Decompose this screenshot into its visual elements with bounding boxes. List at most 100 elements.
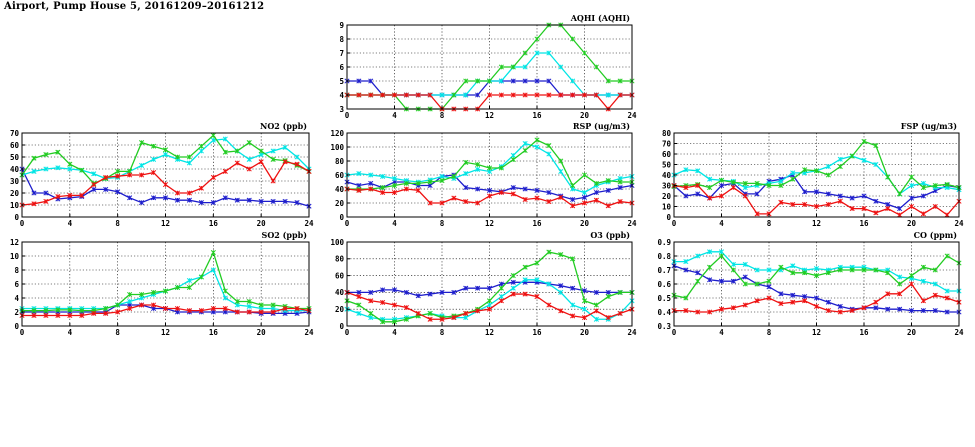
co-x-tick-label: 8 (767, 328, 772, 337)
fsp-series-1-point (825, 164, 831, 170)
fsp-y-tick-label: 30 (662, 181, 672, 190)
fsp-series-1-point (837, 156, 843, 162)
o3-series-1-point (534, 277, 540, 283)
co-series-1-point (718, 249, 725, 255)
so2-series-3-point (91, 310, 97, 316)
aqhi-series-3-point (391, 92, 398, 98)
no2-x-tick-label: 8 (115, 219, 120, 228)
rsp-series-2-point (403, 180, 409, 186)
o3-series-3-point (570, 313, 576, 319)
rsp-series-3-point (581, 200, 588, 206)
no2-series-0-point (43, 190, 49, 196)
o3-y-tick-label: 80 (335, 255, 345, 264)
o3-series-0-point (415, 293, 421, 299)
aqhi-series-1-point (605, 92, 611, 98)
aqhi-series-2-point (617, 78, 623, 84)
aqhi-x-tick-label: 4 (392, 111, 397, 120)
co-series-0-point (695, 270, 701, 276)
co-series-1-point (742, 261, 748, 267)
so2-series-3-point (258, 309, 264, 315)
rsp-y-tick-label: 100 (330, 143, 344, 152)
no2-series-0-point (91, 186, 97, 192)
so2-series-2-point (139, 291, 145, 298)
fsp-series-3-point (873, 210, 879, 216)
co-y-tick-label: 0.6 (657, 280, 671, 289)
aqhi-series-1-point (498, 78, 504, 84)
rsp-series-2-point (510, 157, 516, 163)
co-series-3-point (813, 303, 820, 309)
so2-x-tick-label: 24 (304, 328, 314, 337)
co-y-tick-label: 0.7 (657, 266, 671, 275)
so2-series-2-point (222, 288, 228, 294)
o3-series-2-point (593, 302, 599, 308)
fsp-series-1-point (790, 170, 796, 176)
so2-x-tick-label: 8 (115, 328, 120, 337)
fsp-series-1-point (861, 157, 867, 163)
so2-y-tick-label: 4 (14, 294, 19, 303)
aqhi-series-3-point (415, 92, 421, 98)
no2-series-1-point (150, 156, 157, 162)
no2-x-tick-label: 12 (161, 219, 170, 228)
no2-series-3-point (91, 182, 97, 188)
no2-series-0-point (162, 195, 169, 201)
so2-series-2-point (31, 308, 37, 314)
o3-series-1-point (522, 277, 528, 283)
rsp-series-2-point (475, 161, 481, 168)
no2-series-0-point (246, 197, 252, 203)
rsp-series-3-point (368, 186, 374, 192)
rsp-series-1-point (463, 171, 469, 177)
co-series-0-point (707, 277, 713, 283)
o3-y-tick-label: 40 (335, 288, 345, 297)
fsp-series-0-point (861, 193, 867, 199)
o3-series-0-point (581, 288, 588, 294)
o3-x-tick-label: 4 (392, 328, 397, 337)
rsp-series-0-point (486, 187, 493, 193)
o3-series-2-point (403, 316, 409, 322)
o3-series-2-point (510, 273, 516, 279)
aqhi-series-0-point (534, 78, 540, 84)
o3-series-0-point (593, 289, 599, 295)
rsp-y-tick-label: 0 (339, 213, 344, 222)
aqhi-series-2-point (534, 36, 540, 42)
rsp-series-1-point (368, 172, 374, 178)
fsp-series-3-point (778, 199, 784, 205)
fsp-y-tick-label: 50 (662, 160, 672, 169)
so2-series-2-point (79, 308, 85, 314)
no2-series-2-point (115, 168, 121, 174)
aqhi-x-tick-label: 0 (345, 111, 350, 120)
so2-series-3-point (55, 312, 61, 319)
fsp-series-0-point (718, 182, 725, 189)
co-x-tick-label: 20 (907, 328, 917, 337)
aqhi-series-0-point (510, 78, 516, 84)
o3-series-1-point (510, 285, 516, 291)
o3-series-2-point (522, 264, 528, 270)
no2-series-0-point (270, 198, 276, 204)
o3-series-1-point (368, 315, 374, 321)
co-series-1-point (813, 266, 820, 272)
co-series-3-point (718, 306, 725, 312)
fsp-series-2-point (730, 179, 736, 185)
no2-series-2-point (139, 140, 145, 146)
co-series-2-point (944, 253, 950, 259)
o3-series-1-point (570, 302, 576, 308)
no2-series-3-point (67, 192, 73, 198)
aqhi-series-0-point (522, 78, 528, 84)
fsp-series-3-point (802, 201, 808, 207)
fsp-series-1-point (683, 167, 689, 173)
co-series-2-point (849, 267, 855, 273)
aqhi-series-3-point (380, 92, 386, 98)
so2-y-tick-label: 2 (14, 308, 19, 317)
rsp-series-1-point (534, 144, 540, 150)
o3-series-0-point (570, 285, 576, 291)
no2-series-0-point (127, 195, 133, 201)
co-series-3-point (908, 281, 915, 287)
rsp-series-2-point (391, 182, 398, 189)
co-y-tick-label: 0.4 (657, 308, 671, 317)
co-series-2-point (885, 270, 891, 276)
rsp-series-0-point (617, 185, 623, 191)
co-series-0-point (920, 308, 926, 314)
no2-series-1-point (210, 137, 216, 143)
o3-series-3-point (498, 298, 504, 304)
aqhi-series-3-point (593, 92, 599, 98)
o3-series-3-point (486, 306, 493, 312)
